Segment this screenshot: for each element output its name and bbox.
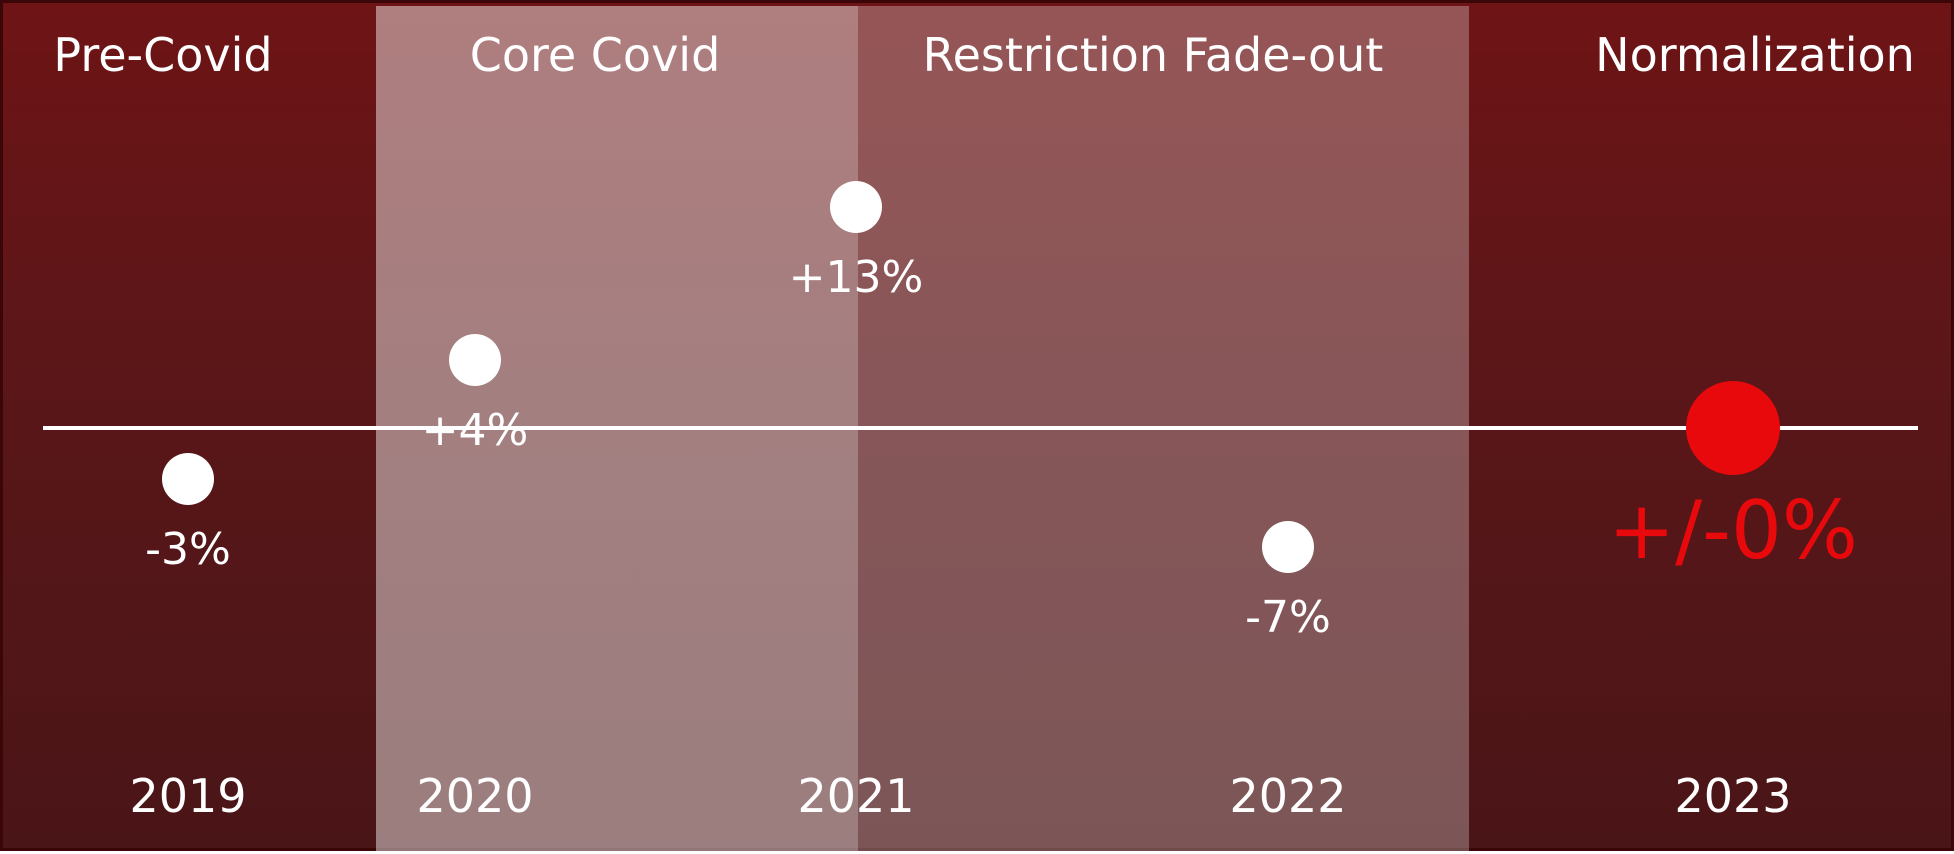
value-label-2022: -7% bbox=[1245, 592, 1331, 643]
data-point-2022 bbox=[1262, 521, 1314, 573]
year-label-2023: 2023 bbox=[1674, 769, 1791, 823]
year-label-2022: 2022 bbox=[1229, 769, 1346, 823]
value-label-2020: +4% bbox=[422, 405, 529, 456]
year-label-2021: 2021 bbox=[797, 769, 914, 823]
value-label-2021: +13% bbox=[789, 252, 924, 303]
year-label-2019: 2019 bbox=[129, 769, 246, 823]
phase-label-pre-covid: Pre-Covid bbox=[53, 28, 272, 82]
phase-label-restriction-fade-out: Restriction Fade-out bbox=[923, 28, 1384, 82]
data-point-2020 bbox=[449, 334, 501, 386]
data-point-2023 bbox=[1686, 381, 1780, 475]
phase-label-core-covid: Core Covid bbox=[470, 28, 721, 82]
yoy-change-chart: Pre-Covid Core Covid Restriction Fade-out N… bbox=[3, 3, 1954, 854]
value-label-2023: +/-0% bbox=[1608, 484, 1858, 577]
phase-label-normalization: Normalization bbox=[1595, 28, 1915, 82]
value-label-2019: -3% bbox=[145, 524, 231, 575]
data-point-2021 bbox=[830, 181, 882, 233]
data-point-2019 bbox=[162, 453, 214, 505]
year-label-2020: 2020 bbox=[416, 769, 533, 823]
